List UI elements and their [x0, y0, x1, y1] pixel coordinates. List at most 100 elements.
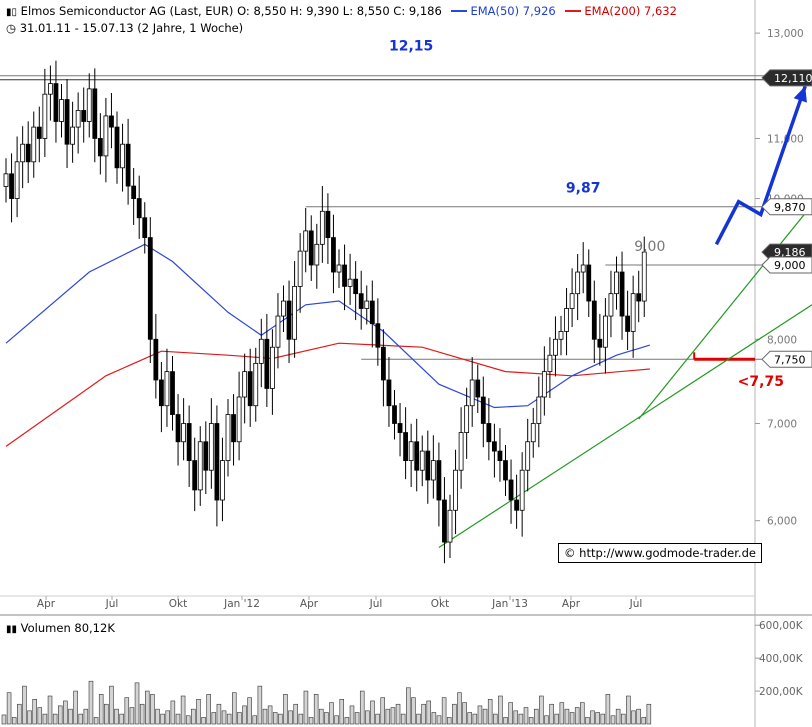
candle-body — [36, 126, 42, 139]
clock-icon: ◷ — [6, 21, 17, 35]
volume-bar — [431, 712, 437, 725]
volume-bar — [124, 697, 130, 725]
date-range: ◷ 31.01.11 - 15.07.13 (2 Jahre, 1 Woche) — [6, 21, 243, 35]
price-label-box — [761, 256, 812, 274]
volume-bar — [73, 690, 78, 725]
candle-body — [575, 271, 581, 295]
price-annotation: <7,75 — [738, 374, 784, 390]
forecast-arrow — [714, 85, 807, 246]
volume-bar — [446, 717, 452, 725]
volume-bar — [63, 700, 68, 725]
candle-body — [408, 441, 414, 461]
candle-body — [97, 138, 103, 157]
volume-bar — [472, 713, 478, 725]
volume-bar — [329, 702, 334, 725]
candle-body — [281, 300, 286, 317]
price-label-box — [761, 350, 812, 368]
candle-body — [136, 198, 142, 219]
x-tick-label: Jan '12 — [223, 598, 260, 610]
candle-body — [3, 173, 9, 187]
candle-body — [558, 331, 564, 340]
volume-bar — [242, 705, 247, 725]
volume-bar — [605, 694, 611, 725]
volume-bar — [134, 682, 140, 725]
volume-bar — [631, 710, 636, 725]
volume-bar — [513, 710, 519, 725]
price-label: 9,870 — [761, 198, 812, 216]
volume-bar — [528, 717, 534, 725]
candle-body — [630, 293, 636, 332]
volume-bar — [539, 695, 544, 725]
volume-bar — [288, 710, 293, 725]
volume-bar — [1, 714, 7, 725]
candle-body — [436, 460, 442, 501]
candle-body — [286, 300, 292, 340]
candle-body — [380, 346, 386, 381]
volume-bar — [590, 710, 595, 725]
candle-body — [503, 460, 508, 481]
volume-bar — [22, 685, 27, 725]
candle-body — [375, 323, 381, 348]
candle-body — [64, 99, 70, 145]
candle-body — [153, 338, 159, 381]
volume-bar — [252, 715, 258, 725]
candle-body — [308, 230, 314, 266]
volume-bar — [42, 713, 48, 725]
volume-bar — [155, 708, 160, 725]
volume-bar — [247, 697, 252, 725]
volume-bar — [201, 717, 206, 725]
volume-bar — [57, 705, 63, 725]
candle-body — [636, 293, 642, 302]
y-tick-label: 6,000 — [767, 516, 797, 528]
candle-body — [59, 99, 64, 122]
candle-body — [220, 460, 225, 501]
y-tick-label: 13,000 — [767, 28, 804, 40]
candle-body — [331, 237, 336, 273]
candle-body — [369, 300, 375, 325]
volume-bar — [175, 713, 181, 725]
candle-body — [131, 185, 137, 199]
volume-bar — [493, 713, 498, 725]
volume-bar — [119, 713, 124, 725]
candle-body — [53, 83, 59, 122]
candle-body — [491, 441, 497, 452]
candle-body — [569, 293, 575, 309]
price-label: 12,110 — [761, 69, 812, 87]
volume-bar — [421, 703, 426, 725]
candle-body — [203, 441, 209, 471]
volume-bar — [293, 703, 298, 725]
volume-bar — [487, 699, 493, 725]
candle-body — [514, 499, 519, 511]
volume-bar — [180, 695, 186, 725]
volume-plot-area: 600,00K 400,00K 200,00K — [1, 620, 804, 725]
volume-bar — [580, 702, 585, 725]
volume-bar — [426, 700, 432, 725]
price-label-text: 9,000 — [774, 259, 806, 272]
volume-bar — [303, 690, 309, 725]
candle-body — [530, 423, 536, 443]
price-annotation: 9,00 — [634, 239, 665, 255]
candle-body — [314, 243, 320, 266]
candle-body — [525, 441, 531, 471]
volume-bar — [47, 695, 53, 725]
volume-bar — [191, 708, 196, 725]
volume-bar — [339, 699, 345, 725]
volume-bar — [139, 703, 145, 725]
candle-body — [458, 432, 464, 471]
volume-bar — [406, 687, 411, 725]
candle-body — [258, 338, 264, 364]
volume-bar — [533, 708, 539, 725]
volume-bar — [319, 708, 324, 725]
ema50-line — [5, 243, 650, 409]
candle-body — [208, 423, 214, 471]
source-credit[interactable]: © http://www.godmode-trader.de — [558, 543, 762, 563]
candle-body — [81, 110, 87, 122]
volume-bar — [467, 712, 472, 725]
volume-bar — [17, 703, 22, 725]
volume-bar — [267, 705, 273, 725]
candle-body — [464, 405, 470, 433]
volume-bar — [32, 699, 37, 725]
volume-bar — [600, 713, 606, 725]
candle-body — [486, 423, 492, 443]
